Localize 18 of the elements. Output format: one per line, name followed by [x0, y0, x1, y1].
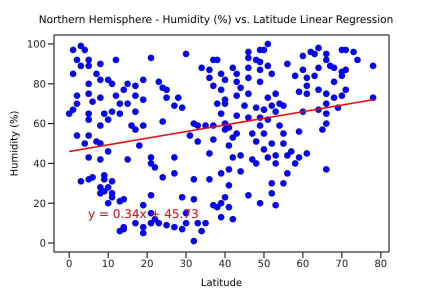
x-tick-label: 0 — [66, 259, 72, 270]
x-tick-label: 30 — [180, 259, 192, 270]
y-axis-title: Humidity (%) — [10, 110, 21, 176]
y-tick-label: 0 — [40, 238, 46, 250]
y-tick-label: 20 — [33, 198, 46, 210]
x-axis-title: Latitude — [200, 278, 242, 288]
chart-title: Northern Hemisphere - Humidity (%) vs. Latitude Linear Regression — [38, 14, 394, 26]
x-tick-label: 80 — [374, 259, 388, 270]
y-tick-label: 60 — [33, 119, 46, 130]
y-tick-label: 40 — [33, 158, 46, 170]
y-tick-label: 100 — [26, 40, 46, 51]
x-tick-label: 60 — [296, 259, 310, 270]
x-tick-label: 40 — [218, 259, 232, 270]
x-tick-label: 20 — [140, 259, 154, 270]
x-tick-label: 50 — [258, 259, 270, 270]
y-tick-label: 80 — [33, 79, 46, 90]
x-tick-label: 70 — [336, 259, 348, 270]
x-tick-label: 10 — [102, 259, 115, 270]
